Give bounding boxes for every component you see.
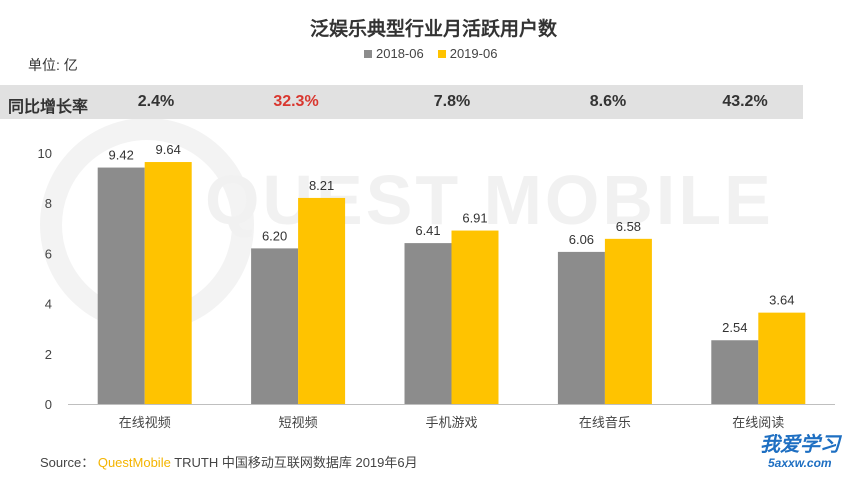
data-label-2018-06-3: 6.06 bbox=[569, 232, 594, 247]
bar-2018-06-4 bbox=[711, 340, 759, 404]
x-tick-label: 在线阅读 bbox=[732, 415, 784, 430]
y-tick-label: 2 bbox=[45, 347, 52, 362]
data-label-2018-06-4: 2.54 bbox=[722, 320, 747, 335]
y-tick-label: 4 bbox=[45, 297, 52, 312]
source-prefix: Source： bbox=[40, 455, 95, 470]
y-tick-label: 6 bbox=[45, 246, 52, 261]
source-rest: TRUTH 中国移动互联网数据库 2019年6月 bbox=[174, 455, 418, 470]
bar-2019-06-3 bbox=[604, 238, 652, 404]
data-label-2019-06-0: 9.64 bbox=[156, 142, 181, 157]
growth-value-3: 8.6% bbox=[589, 93, 627, 110]
unit-label: 单位: 亿 bbox=[28, 57, 78, 73]
y-tick-label: 10 bbox=[38, 146, 52, 161]
data-label-2019-06-2: 6.91 bbox=[462, 211, 487, 226]
growth-value-2: 7.8% bbox=[433, 93, 471, 110]
data-label-2019-06-4: 3.64 bbox=[769, 293, 794, 308]
x-tick-label: 在线音乐 bbox=[579, 415, 631, 430]
data-label-2019-06-3: 6.58 bbox=[616, 219, 641, 234]
y-tick-label: 8 bbox=[45, 196, 52, 211]
legend-label-2018: 2018-06 bbox=[376, 46, 424, 61]
data-label-2018-06-1: 6.20 bbox=[262, 228, 287, 243]
legend-swatch-2018 bbox=[364, 49, 372, 58]
growth-value-1: 32.3% bbox=[273, 93, 319, 110]
legend-item-2018: 2018-06 bbox=[364, 46, 424, 61]
bar-2019-06-2 bbox=[451, 230, 499, 404]
bar-2018-06-0 bbox=[97, 167, 145, 404]
growth-value-0: 2.4% bbox=[137, 93, 175, 110]
bar-2019-06-4 bbox=[758, 312, 806, 404]
growth-value-4: 43.2% bbox=[722, 93, 768, 110]
growth-row-label: 同比增长率 bbox=[8, 99, 89, 116]
chart-title: 泛娱乐典型行业月活跃用户数 bbox=[309, 19, 557, 40]
legend: 2018-06 2019-06 bbox=[364, 46, 497, 61]
bar-2018-06-2 bbox=[404, 243, 452, 404]
data-label-2018-06-2: 6.41 bbox=[415, 223, 440, 238]
source-brand: QuestMobile bbox=[97, 455, 171, 470]
y-tick-label: 0 bbox=[45, 397, 52, 412]
legend-item-2019: 2019-06 bbox=[437, 46, 498, 61]
x-tick-label: 短视频 bbox=[279, 415, 318, 430]
x-tick-label: 手机游戏 bbox=[425, 415, 477, 430]
corner-logo-en: 5axxw.com bbox=[768, 456, 832, 470]
bar-2018-06-1 bbox=[251, 248, 299, 404]
bar-2019-06-1 bbox=[298, 197, 346, 404]
corner-logo: 我爱学习 5axxw.com bbox=[730, 428, 860, 476]
growth-band bbox=[0, 85, 803, 119]
x-tick-label: 在线视频 bbox=[119, 415, 171, 430]
source-note: Source： QuestMobile TRUTH 中国移动互联网数据库 201… bbox=[40, 452, 418, 471]
corner-logo-cn: 我爱学习 bbox=[760, 434, 840, 456]
bar-2019-06-0 bbox=[144, 162, 192, 404]
legend-swatch-2019 bbox=[437, 49, 446, 58]
legend-label-2019: 2019-06 bbox=[449, 46, 498, 61]
data-label-2019-06-1: 8.21 bbox=[309, 178, 334, 193]
bar-2018-06-3 bbox=[557, 251, 605, 404]
data-label-2018-06-0: 9.42 bbox=[109, 148, 134, 163]
